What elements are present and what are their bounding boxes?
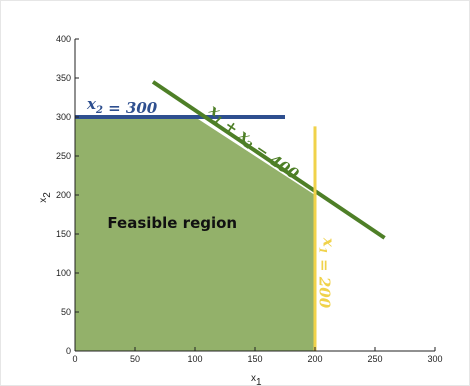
x-tick-label: 100	[187, 354, 202, 364]
constraint-sum-400-line	[151, 80, 386, 240]
y-tick-label: 350	[56, 73, 71, 83]
constraint-x2-300-label: x2 = 300	[86, 95, 158, 117]
y-tick-label: 50	[61, 307, 71, 317]
x-tick-label: 250	[367, 354, 382, 364]
y-tick-label: 150	[56, 229, 71, 239]
x-tick-label: 0	[72, 354, 77, 364]
x-tick-label: 150	[247, 354, 262, 364]
y-tick-label: 200	[56, 190, 71, 200]
feasible-region	[75, 117, 315, 351]
y-tick-label: 0	[66, 346, 71, 356]
y-axis-label: x2	[38, 192, 53, 203]
y-tick-label: 400	[56, 34, 71, 44]
x-tick-label: 50	[130, 354, 140, 364]
y-tick-label: 300	[56, 112, 71, 122]
y-tick-label: 250	[56, 151, 71, 161]
x-tick-label: 200	[307, 354, 322, 364]
constraint-x1-200-label: x1 = 200	[315, 237, 337, 309]
feasible-region-label: Feasible region	[107, 214, 237, 232]
y-tick-label: 100	[56, 268, 71, 278]
x-axis-label: x1	[251, 373, 262, 386]
x-tick-label: 300	[427, 354, 442, 364]
